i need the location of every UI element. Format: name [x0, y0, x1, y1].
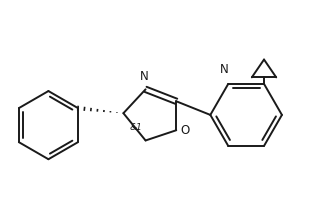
Text: O: O [180, 124, 189, 137]
Text: &1: &1 [129, 123, 142, 132]
Text: N: N [140, 70, 148, 83]
Text: N: N [220, 63, 228, 76]
